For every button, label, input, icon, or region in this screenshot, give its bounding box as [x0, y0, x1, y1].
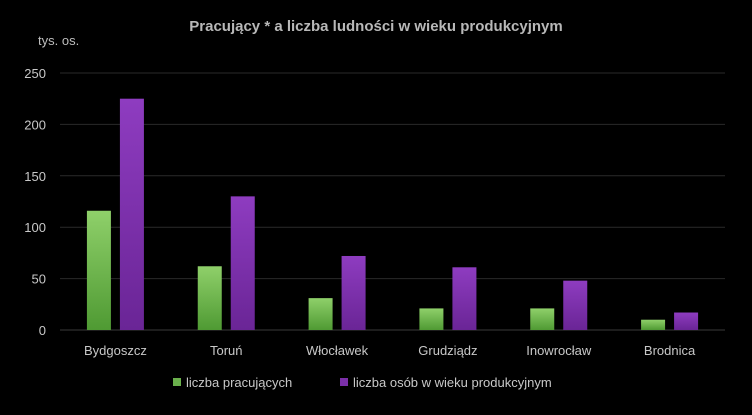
- y-tick-label: 200: [24, 117, 46, 132]
- x-category-label: Grudziądz: [418, 343, 477, 358]
- bar-pracujacy: [530, 308, 555, 330]
- y-tick-label: 250: [24, 66, 46, 81]
- x-category-label: Bydgoszcz: [84, 343, 147, 358]
- bar-pracujacy: [308, 298, 333, 330]
- x-category-label: Włocławek: [306, 343, 369, 358]
- bar-wiek-produkcyjny: [563, 280, 588, 330]
- y-tick-label: 0: [39, 323, 46, 338]
- legend-swatch: [340, 378, 348, 386]
- y-tick-label: 150: [24, 169, 46, 184]
- grid-lines: [60, 72, 725, 331]
- x-category-label: Inowrocław: [526, 343, 592, 358]
- legend: liczba pracujących liczba osób w wieku pr…: [173, 375, 552, 390]
- chart-title: Pracujący * a liczba ludności w wieku pr…: [189, 18, 562, 35]
- bar-wiek-produkcyjny: [341, 255, 366, 330]
- x-axis-categories: Bydgoszcz Toruń Włocławek Grudziądz Inowrocł…: [84, 343, 696, 358]
- bar-pracujacy: [86, 210, 111, 330]
- bar-wiek-produkcyjny: [674, 312, 699, 330]
- legend-swatch: [173, 378, 181, 386]
- bar-wiek-produkcyjny: [119, 98, 144, 330]
- legend-label: liczba osób w wieku produkcyjnym: [353, 375, 552, 390]
- y-tick-label: 50: [32, 272, 46, 287]
- bar-pracujacy: [419, 308, 444, 330]
- bar-wiek-produkcyjny: [452, 267, 477, 330]
- y-axis-ticks: 0 50 100 150 200 250: [24, 66, 46, 338]
- x-category-label: Toruń: [210, 343, 243, 358]
- x-category-label: Brodnica: [644, 343, 696, 358]
- y-tick-label: 100: [24, 220, 46, 235]
- legend-label: liczba pracujących: [186, 375, 292, 390]
- y-axis-unit-label: tys. os.: [38, 33, 79, 48]
- bar-wiek-produkcyjny: [230, 196, 255, 330]
- bar-pracujacy: [197, 266, 222, 330]
- bars: [86, 98, 699, 330]
- bar-pracujacy: [641, 319, 666, 330]
